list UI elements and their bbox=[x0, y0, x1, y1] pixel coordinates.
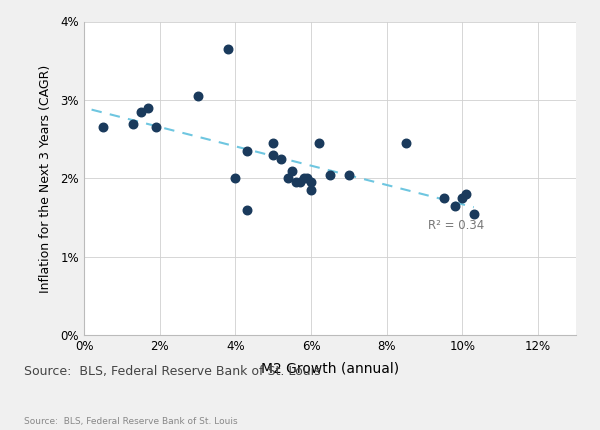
Point bbox=[291, 179, 301, 186]
Point bbox=[458, 195, 467, 202]
Y-axis label: Inflation for the Next 3 Years (CAGR): Inflation for the Next 3 Years (CAGR) bbox=[39, 64, 52, 292]
Point bbox=[143, 104, 153, 111]
Point bbox=[136, 108, 146, 115]
Point bbox=[344, 171, 354, 178]
Point bbox=[450, 203, 460, 209]
Point bbox=[461, 191, 471, 198]
Text: Source:  BLS, Federal Reserve Bank of St. Louis: Source: BLS, Federal Reserve Bank of St.… bbox=[24, 366, 320, 378]
Point bbox=[306, 187, 316, 194]
Point bbox=[314, 140, 323, 147]
Point bbox=[223, 46, 233, 52]
Point bbox=[230, 175, 240, 182]
Point bbox=[299, 175, 308, 182]
Point bbox=[151, 124, 161, 131]
Point bbox=[325, 171, 335, 178]
Point bbox=[242, 147, 251, 154]
Text: R² = 0.34: R² = 0.34 bbox=[428, 219, 485, 232]
Point bbox=[287, 167, 297, 174]
Point bbox=[193, 92, 202, 99]
X-axis label: M2 Growth (annual): M2 Growth (annual) bbox=[261, 362, 399, 375]
Point bbox=[268, 151, 278, 158]
Point bbox=[302, 175, 312, 182]
Point bbox=[401, 140, 410, 147]
Point bbox=[276, 155, 286, 162]
Point bbox=[439, 195, 448, 202]
Point bbox=[98, 124, 108, 131]
Point bbox=[295, 179, 305, 186]
Point bbox=[469, 210, 479, 217]
Point bbox=[242, 206, 251, 213]
Text: Source:  BLS, Federal Reserve Bank of St. Louis: Source: BLS, Federal Reserve Bank of St.… bbox=[24, 417, 238, 426]
Point bbox=[306, 179, 316, 186]
Point bbox=[284, 175, 293, 182]
Point bbox=[128, 120, 138, 127]
Point bbox=[268, 140, 278, 147]
